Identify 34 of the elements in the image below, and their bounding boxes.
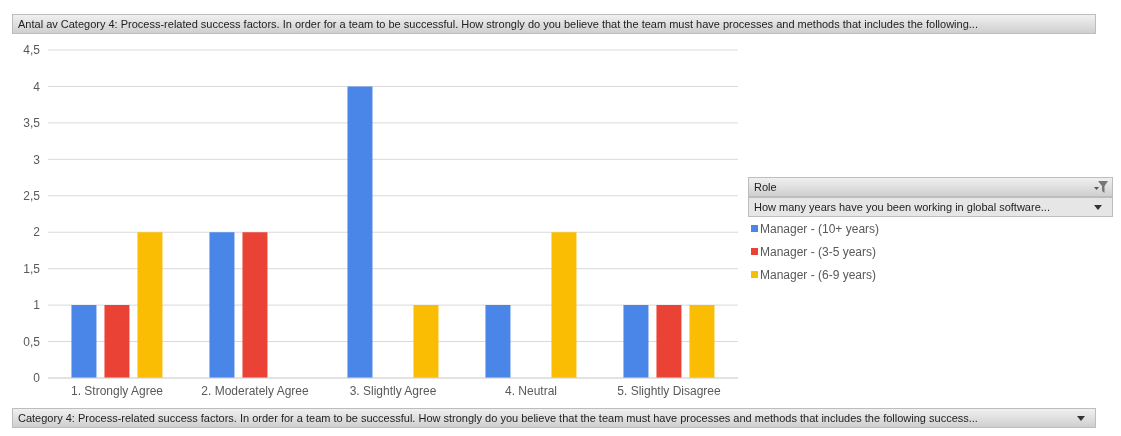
bar [209,232,235,378]
bar [623,305,649,378]
bar [656,305,682,378]
bar [104,305,130,378]
legend-label: Manager - (10+ years) [759,220,881,238]
bar [689,305,715,378]
y-tick-label: 2,5 [23,189,41,204]
x-axis-title: Category 4: Process-related success factors. In order for a team to be successful. How strongly do you believe that the team must have processes and methods that includes the following success... [12,408,1096,428]
x-tick-label: 2. Moderately Agree [201,383,310,398]
chart-title: Antal av Category 4: Process-related success factors. In order for a team to be successful. How strongly do you believe that the team must have processes and methods that includes the following... [12,14,1096,34]
bar [551,232,577,378]
legend-label: Manager - (3-5 years) [759,243,878,261]
y-tick-label: 2 [33,225,41,240]
bar [242,232,268,378]
legend-title: Role [748,177,1113,197]
bar [413,305,439,378]
y-tick-label: 1 [33,298,41,313]
text: How many years have you been working in global software... [748,197,1113,217]
bar [485,305,511,378]
y-tick-label: 0,5 [23,334,41,349]
x-tick-label: 3. Slightly Agree [349,383,437,398]
x-tick-label: 1. Strongly Agree [70,383,164,398]
y-tick-label: 0 [33,371,41,386]
legend-label: Manager - (6-9 years) [759,266,878,284]
y-tick-label: 1,5 [23,261,41,276]
y-tick-label: 4 [33,79,41,94]
y-tick-label: 3 [33,152,41,167]
y-tick-label: 3,5 [23,116,41,131]
y-tick-label: 4,5 [23,43,41,58]
bar [71,305,97,378]
bar [137,232,163,378]
x-tick-label: 5. Slightly Disagree [617,383,722,398]
bar [347,86,373,378]
x-tick-label: 4. Neutral [504,383,558,398]
